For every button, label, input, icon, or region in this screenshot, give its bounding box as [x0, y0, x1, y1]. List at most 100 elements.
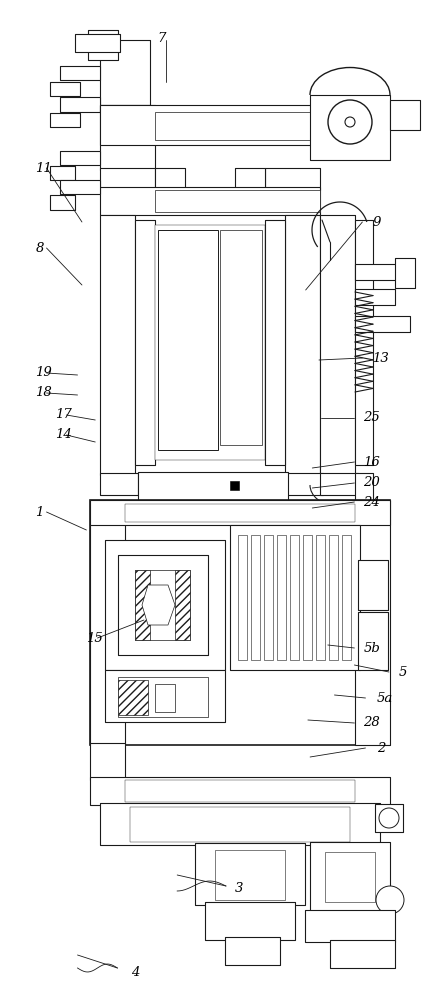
Bar	[305, 910, 395, 942]
Bar	[355, 289, 395, 305]
Bar	[100, 473, 138, 495]
Text: 2: 2	[377, 742, 385, 754]
Bar	[158, 230, 218, 450]
Text: 19: 19	[35, 366, 52, 379]
Bar	[50, 195, 75, 210]
Text: 15: 15	[86, 632, 103, 645]
Bar	[205, 902, 295, 940]
Bar	[215, 850, 285, 900]
Bar	[105, 540, 225, 670]
Text: 14: 14	[55, 428, 72, 442]
Bar	[100, 105, 320, 145]
Bar	[138, 472, 288, 502]
Bar	[60, 66, 100, 80]
Bar	[100, 803, 380, 845]
Bar	[60, 180, 100, 194]
Bar	[118, 555, 208, 655]
Bar	[90, 743, 125, 780]
Bar	[310, 95, 390, 160]
Bar	[195, 843, 305, 905]
Bar	[355, 289, 395, 305]
Bar	[100, 473, 138, 495]
Bar	[310, 95, 390, 160]
Bar	[320, 215, 355, 475]
Bar	[316, 535, 325, 660]
Bar	[90, 500, 390, 525]
Bar	[135, 220, 155, 465]
Bar	[320, 215, 355, 475]
Bar	[355, 220, 373, 465]
Bar	[50, 195, 75, 210]
Bar	[285, 215, 320, 475]
Bar	[238, 535, 247, 660]
Bar	[90, 500, 125, 745]
Bar	[195, 843, 305, 905]
Bar	[310, 842, 390, 912]
Bar	[100, 40, 150, 105]
Bar	[125, 504, 355, 522]
Text: 11: 11	[35, 161, 52, 174]
Text: 28: 28	[363, 716, 380, 730]
Circle shape	[328, 100, 372, 144]
Text: 7: 7	[157, 31, 166, 44]
Bar	[100, 803, 380, 845]
Circle shape	[345, 117, 355, 127]
Bar	[220, 230, 262, 445]
Bar	[135, 570, 190, 640]
Bar	[50, 166, 75, 180]
Bar	[265, 168, 320, 190]
Bar	[355, 316, 410, 332]
Bar	[155, 190, 320, 212]
Circle shape	[376, 886, 404, 914]
Text: 16: 16	[363, 456, 380, 468]
Bar	[175, 570, 190, 640]
Bar	[358, 612, 388, 670]
Bar	[205, 902, 295, 940]
Bar	[395, 258, 415, 288]
Bar	[265, 220, 285, 465]
Text: 17: 17	[55, 408, 72, 422]
Bar	[375, 804, 403, 832]
Bar	[358, 560, 388, 610]
Text: 1: 1	[35, 506, 44, 518]
Bar	[395, 258, 415, 288]
Bar	[60, 97, 100, 112]
Bar	[135, 570, 150, 640]
Bar	[100, 215, 135, 475]
Bar	[60, 97, 100, 112]
Bar	[155, 684, 175, 712]
Bar	[285, 473, 323, 495]
Bar	[264, 535, 273, 660]
Bar	[60, 151, 100, 165]
Circle shape	[379, 808, 399, 828]
Bar	[305, 910, 395, 942]
Bar	[90, 777, 390, 805]
Bar	[230, 525, 360, 670]
Text: 25: 25	[363, 411, 380, 424]
Bar	[225, 937, 280, 965]
Text: 9: 9	[372, 216, 381, 229]
Bar	[105, 670, 225, 722]
Bar	[135, 220, 155, 465]
Bar	[105, 670, 225, 722]
Bar	[90, 500, 125, 745]
Bar	[355, 473, 373, 503]
Text: 3: 3	[235, 882, 243, 895]
Bar	[320, 473, 358, 495]
Bar	[277, 535, 286, 660]
Bar	[390, 100, 420, 130]
Bar	[118, 680, 148, 715]
Bar	[90, 500, 390, 745]
Bar	[355, 316, 410, 332]
Bar	[290, 535, 299, 660]
Bar	[230, 566, 239, 575]
Bar	[265, 168, 320, 190]
Text: 8: 8	[35, 241, 44, 254]
Text: 4: 4	[131, 966, 139, 978]
Bar	[50, 113, 80, 127]
Bar	[90, 777, 390, 805]
Bar	[358, 612, 388, 670]
Text: 5: 5	[399, 666, 407, 679]
Bar	[342, 535, 351, 660]
Bar	[155, 225, 265, 460]
